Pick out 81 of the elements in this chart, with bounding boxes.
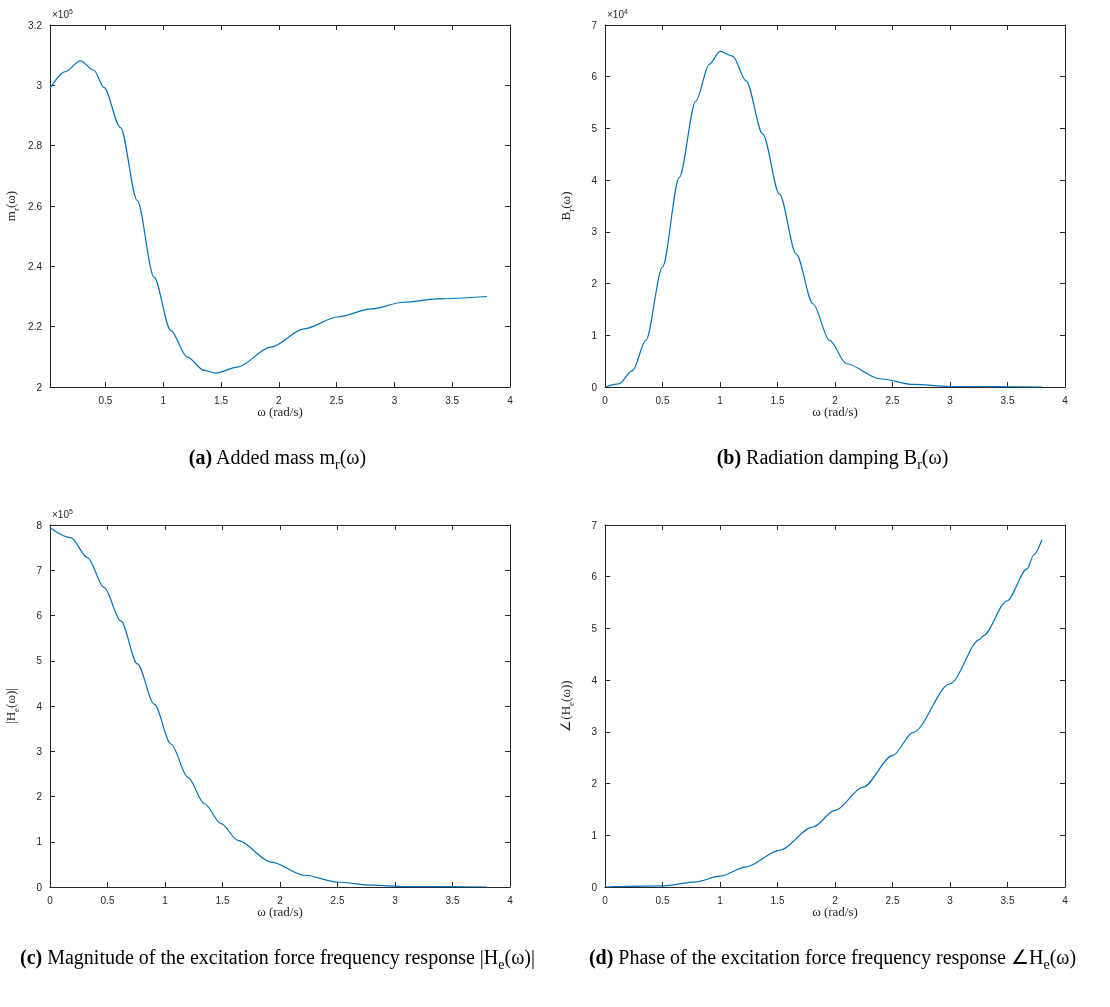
x-axis-title: ω (rad/s) <box>256 404 304 420</box>
line-series <box>604 50 1043 388</box>
text: ×10$^{5}$ <box>52 508 73 521</box>
x-tick-label: 2.5 <box>329 394 345 406</box>
x-tick-label: 0.5 <box>100 894 115 906</box>
x-tick-label: 4 <box>1062 894 1069 906</box>
text: (a) Added mass m$_{r}$(ω) <box>187 445 368 474</box>
y-tick-label: 5 <box>591 122 598 134</box>
x-tick-label: 1 <box>160 394 167 406</box>
y-tick-label: 1 <box>36 836 43 848</box>
x-tick-label: 0.5 <box>655 394 670 406</box>
text: (b) Radiation damping B$_{r}$(ω) <box>715 445 950 474</box>
y-tick-label: 2 <box>36 381 43 393</box>
y-tick-label: 0 <box>591 881 598 893</box>
y-tick-label: 2 <box>36 791 43 802</box>
y-tick-label: 0 <box>36 881 43 893</box>
y-tick-label: 5 <box>36 655 43 667</box>
x-tick-label: 0.5 <box>655 894 670 906</box>
y-tick-label: 3 <box>36 745 43 757</box>
y-tick-label: 3 <box>591 726 598 738</box>
x-tick-label: 2 <box>277 894 284 906</box>
x-tick-label: 3 <box>947 394 954 406</box>
y-tick-label: 2.6 <box>28 200 43 212</box>
x-tick-label: 2 <box>276 394 283 406</box>
y-tick-label: 4 <box>36 700 43 712</box>
text: (c) Magnitude of the excitation force frequency response |H$_{e}$(ω)| <box>20 945 535 974</box>
y-tick-label: 2 <box>591 778 598 790</box>
y-tick-label: 3.2 <box>28 19 43 31</box>
y-tick-label: 8 <box>36 519 43 531</box>
x-tick-label: 2.5 <box>885 894 900 906</box>
x-tick-label: 1.5 <box>214 394 229 406</box>
y-tick-label: 1 <box>591 329 598 341</box>
text: ×10$^{5}$ <box>52 8 73 21</box>
x-tick-label: 3.5 <box>1000 894 1015 906</box>
x-tick-label: 3 <box>947 894 954 906</box>
x-tick-label: 3.5 <box>445 394 460 406</box>
x-tick-label: 1 <box>717 894 724 906</box>
y-tick-label: 4 <box>591 174 598 186</box>
y-tick-label: 7 <box>36 564 43 576</box>
y-tick-label: 7 <box>591 19 598 31</box>
x-axis-title: ω (rad/s) <box>256 904 304 920</box>
y-tick-label: 2.8 <box>28 140 43 152</box>
x-tick-label: 2 <box>832 894 839 906</box>
x-tick-label: 1.5 <box>215 894 230 906</box>
x-tick-label: 0 <box>602 894 609 906</box>
y-tick-label: 3 <box>591 226 598 238</box>
line-series <box>49 60 488 374</box>
y-tick-label: 2 <box>591 278 598 290</box>
x-tick-label: 0 <box>602 394 609 406</box>
x-tick-label: 2.5 <box>330 894 345 906</box>
x-tick-label: 2.5 <box>885 394 900 406</box>
x-tick-label: 2 <box>832 394 839 406</box>
y-tick-label: 0 <box>591 381 598 393</box>
text: (d) Phase of the excitation force frequency response ∠H$_{e}$(ω) <box>587 945 1078 974</box>
y-tick-label: 2.4 <box>28 260 43 272</box>
x-axis-title: ω (rad/s) <box>811 404 859 420</box>
y-tick-label: 2.2 <box>28 321 43 333</box>
x-tick-label: 1.5 <box>770 394 785 406</box>
y-tick-label: 7 <box>591 519 598 531</box>
y-tick-label: 1 <box>591 829 598 841</box>
x-tick-label: 0.5 <box>98 394 113 406</box>
x-axis-title: ω (rad/s) <box>811 904 859 920</box>
x-tick-label: 4 <box>1062 394 1069 406</box>
line-series <box>604 538 1043 888</box>
x-tick-label: 3.5 <box>445 894 460 906</box>
x-tick-label: 0 <box>47 894 54 906</box>
y-tick-label: 6 <box>591 571 598 583</box>
y-tick-label: 4 <box>591 674 598 686</box>
x-tick-label: 3.5 <box>1000 394 1015 406</box>
x-tick-label: 1 <box>717 394 724 406</box>
x-tick-label: 1.5 <box>770 894 785 906</box>
y-tick-label: 5 <box>591 622 598 634</box>
y-tick-label: 6 <box>591 71 598 83</box>
y-tick-label: 3 <box>36 79 43 91</box>
x-tick-label: 3 <box>392 894 399 906</box>
x-tick-label: 4 <box>507 894 514 906</box>
y-tick-label: 6 <box>36 610 43 621</box>
x-tick-label: 3 <box>391 394 398 406</box>
x-tick-label: 1 <box>162 894 169 906</box>
x-tick-label: 4 <box>507 394 514 406</box>
text: ×10$^{4}$ <box>607 8 628 21</box>
